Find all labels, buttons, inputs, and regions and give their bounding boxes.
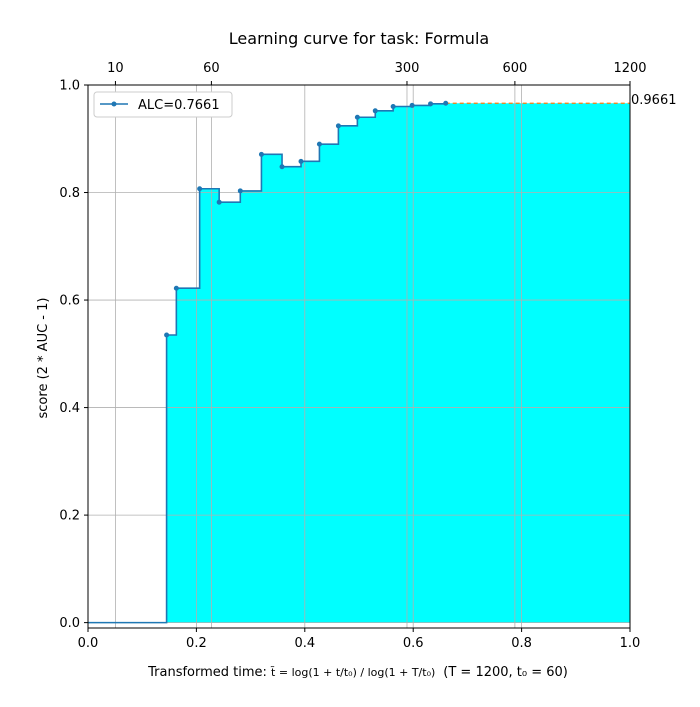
data-point xyxy=(354,114,360,120)
top-tick-label: 10 xyxy=(107,61,124,76)
final-score-label: 0.9661 xyxy=(631,93,677,108)
x-axis-label-suffix: (T = 1200, t₀ = 60) xyxy=(443,665,568,680)
data-point xyxy=(443,100,449,106)
data-point xyxy=(279,164,285,170)
x-tick-label: 0.2 xyxy=(186,636,207,651)
top-tick-label: 1200 xyxy=(613,61,646,76)
data-point xyxy=(258,151,264,157)
data-point xyxy=(216,199,222,205)
series-layer xyxy=(88,100,630,624)
data-point xyxy=(298,158,304,164)
data-point xyxy=(164,332,170,338)
data-point xyxy=(197,186,203,192)
x-tick-label: 0.4 xyxy=(294,636,315,651)
area-fill-layer xyxy=(166,103,630,623)
x-tick-label: 0.8 xyxy=(511,636,532,651)
data-point xyxy=(372,108,378,114)
y-tick-label: 0.4 xyxy=(59,401,80,416)
data-point xyxy=(335,123,341,129)
y-tick-label: 0.8 xyxy=(59,186,80,201)
top-tick-label: 300 xyxy=(395,61,420,76)
top-tick-label: 60 xyxy=(203,61,220,76)
x-tick-label: 0.6 xyxy=(403,636,424,651)
legend: ALC=0.7661 xyxy=(93,91,233,118)
data-point xyxy=(428,101,434,107)
area-under-curve xyxy=(166,103,630,623)
y-tick-label: 0.0 xyxy=(59,616,80,631)
x-axis-label-prefix: Transformed time: xyxy=(147,665,271,680)
data-point xyxy=(409,102,415,108)
x-axis-label: Transformed time: t̃ = log(1 + t/t₀) / l… xyxy=(147,665,568,680)
legend-entry-label: ALC=0.7661 xyxy=(138,98,220,113)
top-tick-label: 600 xyxy=(502,61,527,76)
grid-layer xyxy=(88,85,630,628)
y-tick-label: 1.0 xyxy=(59,79,80,94)
x-tick-label: 1.0 xyxy=(620,636,641,651)
plot-frame xyxy=(87,84,631,629)
data-point xyxy=(237,188,243,194)
data-point xyxy=(173,285,179,291)
data-point xyxy=(316,141,322,147)
x-tick-label: 0.0 xyxy=(78,636,99,651)
legend-box xyxy=(93,91,233,118)
y-tick-label: 0.2 xyxy=(59,509,80,524)
data-point xyxy=(390,104,396,110)
x-axis-label-formula: t̃ = log(1 + t/t₀) / log(1 + T/t₀) xyxy=(270,666,435,679)
y-tick-label: 0.6 xyxy=(59,294,80,309)
axes-layer: 0.0 0.2 0.4 0.6 0.8 1.0 0.0 0.2 0.4 0.6 0.8 1.0 10 60… xyxy=(59,61,646,651)
chart-title: Learning curve for task: Formula xyxy=(229,29,489,48)
y-axis-label: score (2 * AUC - 1) xyxy=(36,298,51,419)
legend-point-marker xyxy=(111,101,117,107)
